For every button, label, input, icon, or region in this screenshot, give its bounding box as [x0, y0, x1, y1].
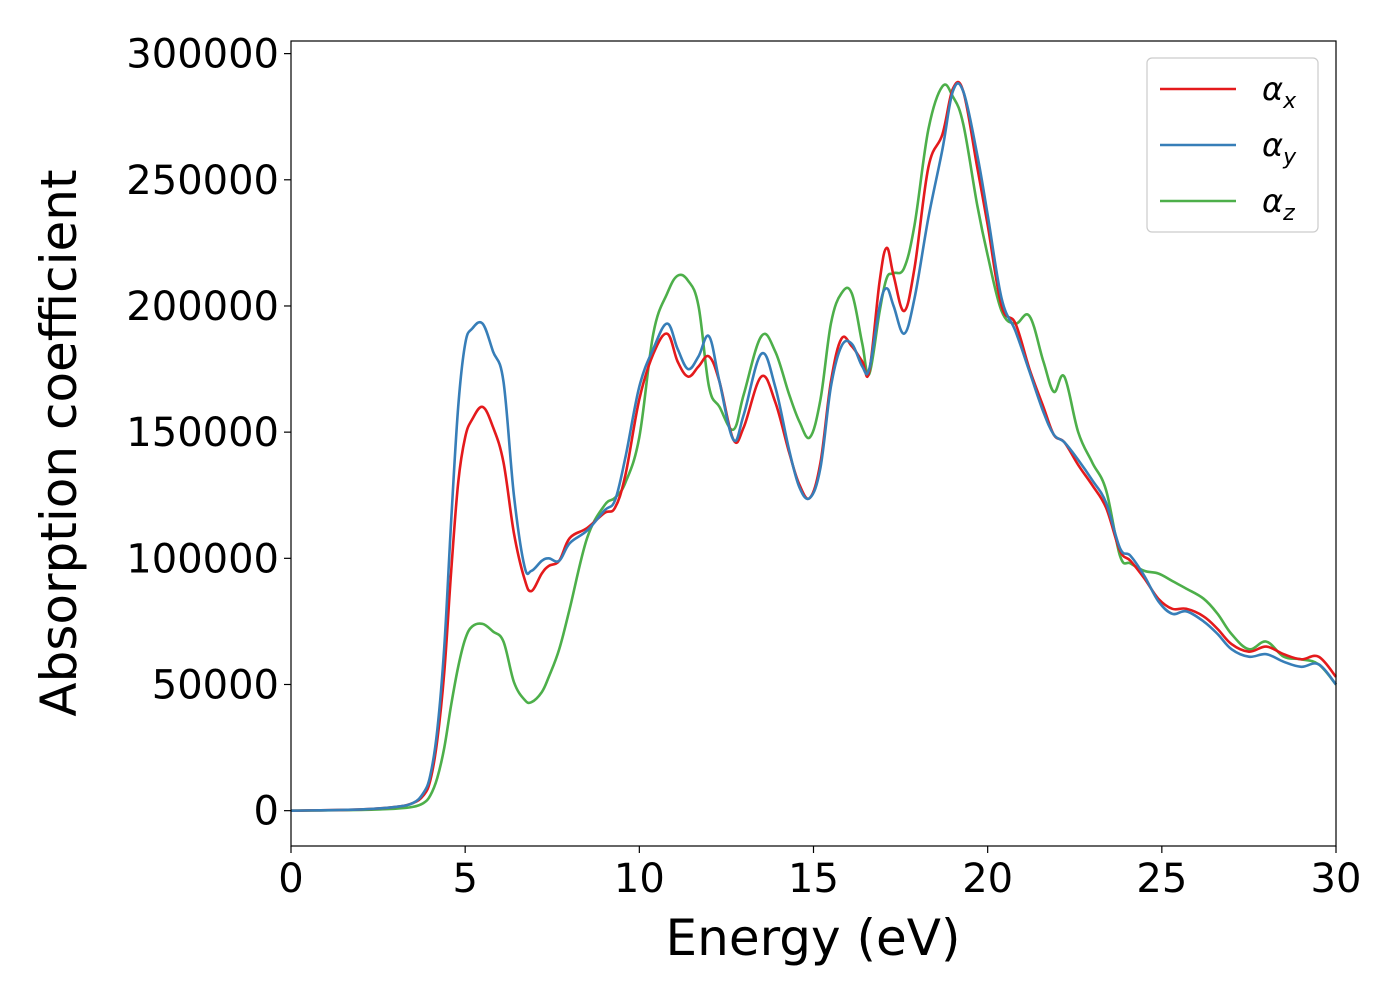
x-tick-label: 0: [278, 856, 303, 902]
y-axis: 0 50000 100000 150000 200000 250000 300000: [126, 32, 291, 835]
legend-label-x: αx: [1262, 70, 1297, 114]
y-tick-label: 0: [254, 789, 279, 835]
y-tick-label: 250000: [126, 158, 279, 204]
series-line-z: [290, 83, 1338, 812]
series-line-y: [290, 81, 1338, 812]
x-axis-title: Energy (eV): [666, 909, 961, 967]
y-tick-label: 200000: [126, 284, 279, 330]
y-tick-label: 300000: [126, 32, 279, 78]
y-axis-title: Absorption coefficient: [30, 169, 88, 716]
legend: αx αy αz: [1146, 57, 1319, 233]
series-layer: [290, 80, 1338, 812]
y-tick-label: 50000: [152, 662, 279, 708]
x-tick-label: 30: [1311, 856, 1362, 902]
x-tick-label: 5: [452, 856, 477, 902]
x-tick-label: 10: [614, 856, 665, 902]
y-tick-label: 150000: [126, 410, 279, 456]
x-tick-label: 20: [962, 856, 1013, 902]
legend-label-y: αy: [1262, 126, 1297, 170]
legend-label-z: αz: [1262, 182, 1295, 226]
x-axis: 0 5 10 15 20 25 30: [278, 846, 1361, 902]
x-tick-label: 15: [788, 856, 839, 902]
x-tick-label: 25: [1136, 856, 1187, 902]
y-tick-label: 100000: [126, 536, 279, 582]
